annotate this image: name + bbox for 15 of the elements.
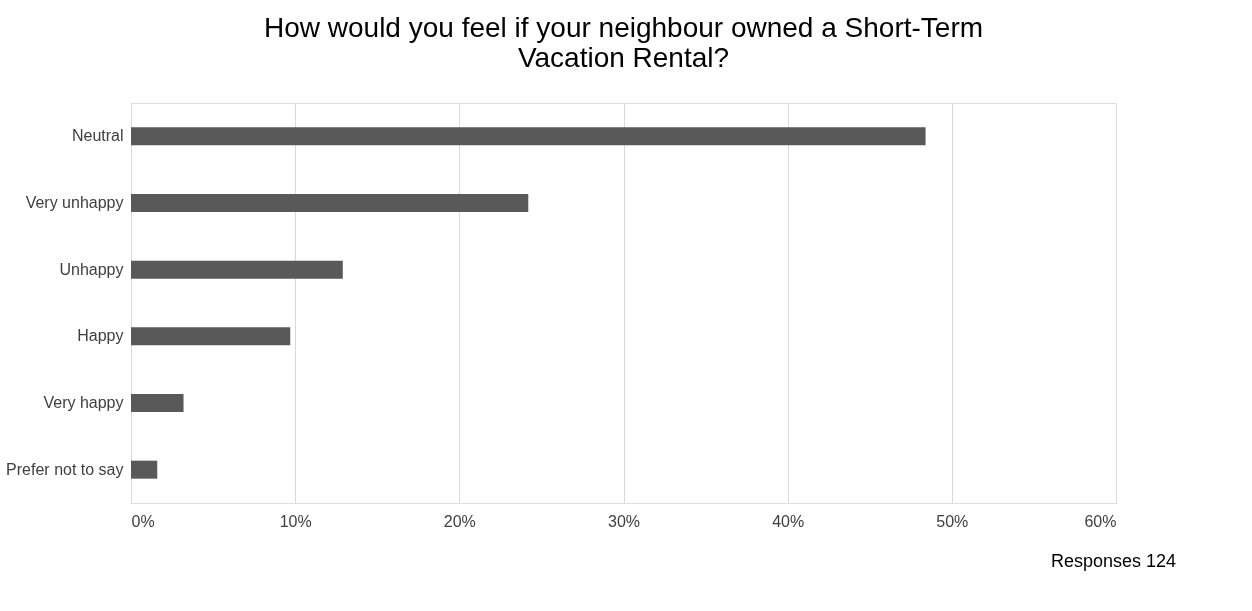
- text: Responses 124: [1050, 551, 1176, 571]
- x-tick-label: 30%: [607, 512, 641, 530]
- y-tick-label: Neutral: [71, 127, 124, 145]
- x-tick-label: 10%: [279, 512, 312, 530]
- x-tick-label: 0%: [131, 512, 155, 530]
- y-tick-label: Unhappy: [59, 260, 124, 278]
- x-tick-label: 40%: [772, 512, 805, 530]
- y-tick-label: Prefer not to say: [6, 460, 124, 478]
- x-tick-label: 20%: [443, 512, 476, 530]
- x-tick-label: 60%: [1084, 512, 1117, 530]
- y-tick-label: Very unhappy: [25, 194, 124, 211]
- chart-title: How would you feel if your neighbour owned a Short-Term Vacation Rental?: [263, 12, 984, 73]
- x-tick-label: 50%: [936, 512, 969, 530]
- y-tick-label: Happy: [77, 327, 124, 345]
- y-tick-label: Very happy: [43, 394, 124, 411]
